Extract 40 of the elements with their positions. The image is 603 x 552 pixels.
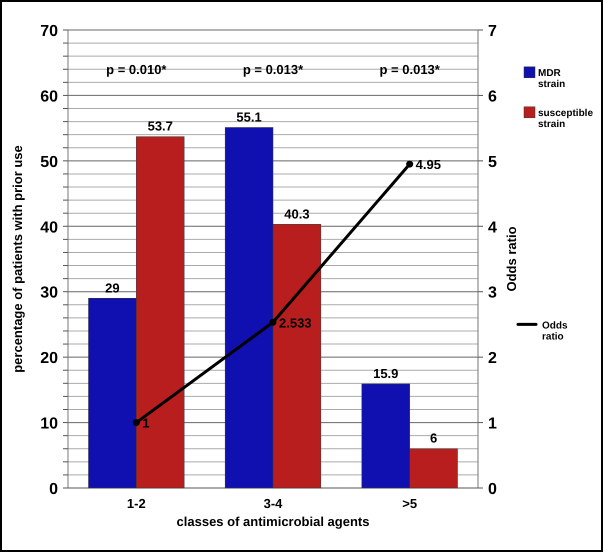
point — [270, 318, 276, 326]
y-tick-label: 70 — [40, 23, 58, 40]
data-label: 53.7 — [148, 118, 173, 134]
point — [406, 160, 414, 168]
data-label: 6 — [430, 430, 438, 446]
data-label: 29 — [105, 280, 120, 296]
legend-label: MDR strain — [538, 68, 566, 90]
y2-tick-label: 1 — [488, 416, 497, 433]
y-axis-title: percentage of patients with prior use — [10, 145, 25, 373]
y-tick-label: 10 — [40, 416, 58, 433]
y2-tick-label: 4 — [488, 219, 497, 236]
data-label: 15.9 — [373, 366, 398, 381]
y2-tick-label: 3 — [488, 284, 497, 302]
annotation: p = 0.013* — [242, 62, 304, 77]
x-tick-label: 3-4 — [264, 496, 284, 511]
annotation: p = 0.010* — [106, 62, 168, 77]
x-axis-title: classes of antimicrobial agents — [176, 514, 370, 529]
y-tick-label: 50 — [40, 154, 58, 171]
y2-tick-label: 0 — [488, 481, 497, 498]
y2-tick-label: 5 — [488, 154, 497, 171]
y-tick-label: 0 — [49, 481, 58, 498]
y2-tick-label: 6 — [488, 88, 497, 106]
x-tick-label: >5 — [402, 496, 418, 511]
annotation: p = 0.013* — [379, 62, 441, 77]
data-label: 4.95 — [416, 157, 441, 172]
y-tick-label: 20 — [40, 350, 58, 368]
data-label: 2.533 — [279, 315, 312, 330]
y2-tick-label: 2 — [488, 350, 497, 368]
legend-label: Odds ratio — [542, 320, 568, 342]
data-label: 55.1 — [236, 109, 262, 124]
y-tick-label: 40 — [40, 219, 58, 236]
data-label: 1 — [142, 416, 150, 431]
legend-label: susceptible strain — [538, 108, 594, 130]
data-label: 40.3 — [284, 206, 310, 222]
y2-tick-label: 7 — [488, 23, 497, 40]
point — [132, 419, 140, 426]
x-tick-label: 1-2 — [126, 496, 146, 511]
y2-axis-title: Odds ratio — [504, 226, 519, 292]
y-tick-label: 30 — [40, 284, 58, 302]
y-tick-label: 60 — [40, 88, 58, 106]
